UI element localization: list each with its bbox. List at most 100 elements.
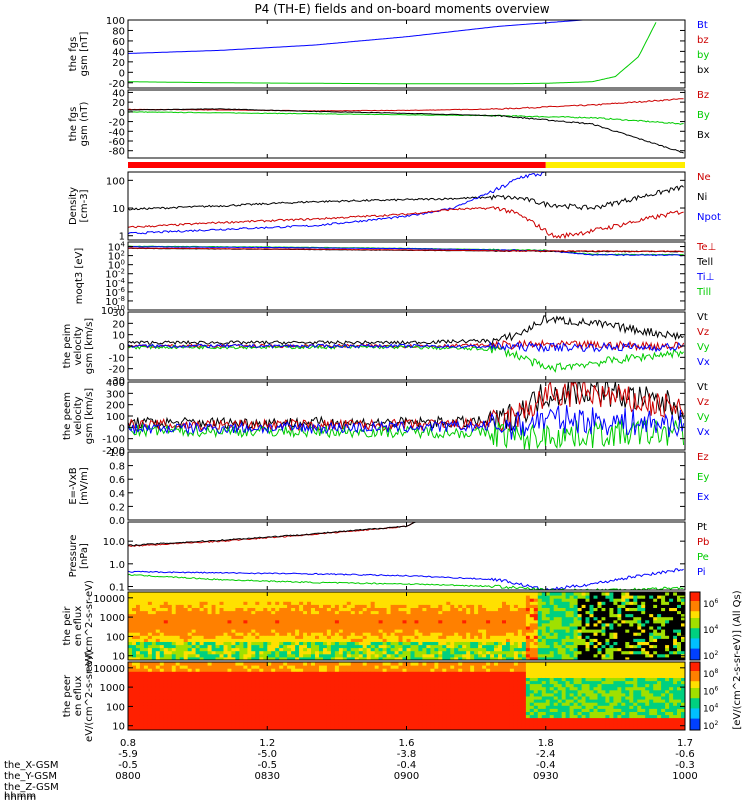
spectrogram-cell bbox=[478, 650, 483, 655]
spectrogram-cell bbox=[251, 680, 256, 685]
spectrogram-cell bbox=[426, 635, 431, 639]
spectrogram-cell bbox=[502, 650, 507, 655]
spectrogram-cell bbox=[219, 604, 224, 608]
spectrogram-cell bbox=[406, 638, 411, 642]
spectrogram-cell bbox=[346, 592, 352, 596]
spectrogram-cell bbox=[275, 692, 280, 697]
y-axis-label: the peem bbox=[62, 392, 73, 440]
spectrogram-cell bbox=[235, 598, 240, 602]
spectrogram-cell bbox=[677, 592, 682, 596]
spectrogram-cell bbox=[279, 692, 284, 697]
spectrogram-cell bbox=[613, 622, 618, 627]
spectrogram-cell bbox=[315, 653, 320, 658]
spectrogram-cell bbox=[629, 650, 634, 655]
spectrogram-cell bbox=[219, 671, 224, 675]
spectrogram-cell bbox=[601, 610, 606, 615]
spectrogram-cell bbox=[183, 665, 189, 669]
spectrogram-cell bbox=[251, 647, 256, 652]
spectrogram-cell bbox=[338, 677, 344, 682]
spectrogram-cell bbox=[653, 629, 658, 633]
spectrogram-cell bbox=[143, 610, 149, 615]
spectrogram-cell bbox=[334, 714, 340, 719]
spectrogram-cell bbox=[585, 622, 590, 627]
spectrogram-cell bbox=[629, 604, 634, 608]
spectrogram-cell bbox=[227, 671, 232, 675]
spectrogram-cell bbox=[211, 680, 217, 685]
spectrogram-cell bbox=[155, 632, 161, 636]
spectrogram-cell bbox=[561, 650, 567, 655]
spectrogram-cell bbox=[549, 626, 555, 630]
spectrogram-cell bbox=[498, 604, 503, 608]
spectrogram-cell bbox=[207, 641, 213, 646]
spectrogram-cell bbox=[370, 604, 376, 608]
spectrogram-cell bbox=[645, 641, 650, 646]
spectrogram-cell bbox=[470, 653, 475, 658]
spectrogram-cell bbox=[287, 689, 292, 694]
spectrogram-cell bbox=[398, 662, 403, 666]
spectrogram-cell bbox=[637, 616, 642, 621]
spectrogram-cell bbox=[219, 720, 224, 725]
spectrogram-cell bbox=[430, 656, 435, 661]
spectrogram-cell bbox=[649, 653, 654, 658]
spectrogram-cell bbox=[446, 635, 451, 639]
spectrogram-cell bbox=[621, 638, 626, 642]
spectrogram-cell bbox=[402, 702, 407, 706]
spectrogram-cell bbox=[203, 613, 209, 618]
spectrogram-cell bbox=[681, 619, 686, 624]
spectrogram-cell bbox=[498, 610, 503, 615]
spectrogram-cell bbox=[315, 629, 320, 633]
spectrogram-cell bbox=[438, 647, 443, 652]
spectrogram-cell bbox=[350, 601, 356, 605]
spectrogram-cell bbox=[470, 607, 475, 612]
spectrogram-cell bbox=[235, 671, 240, 675]
spectrogram-cell bbox=[307, 616, 312, 621]
spectrogram-cell bbox=[151, 720, 157, 725]
spectrogram-cell bbox=[139, 702, 145, 706]
spectrogram-cell bbox=[521, 650, 527, 655]
spectrogram-cell bbox=[565, 629, 571, 633]
spectrogram-cell bbox=[223, 692, 228, 697]
spectrogram-cell bbox=[342, 714, 348, 719]
spectrogram-cell bbox=[311, 610, 316, 615]
spectrogram-cell bbox=[211, 689, 217, 694]
spectrogram-cell bbox=[498, 616, 503, 621]
spectrogram-cell bbox=[362, 656, 368, 661]
spectrogram-cell bbox=[315, 626, 320, 630]
spectrogram-cell bbox=[669, 592, 674, 596]
spectrogram-cell bbox=[402, 699, 407, 703]
spectrogram-cell bbox=[446, 656, 451, 661]
spectrogram-cell bbox=[490, 604, 495, 608]
legend-item: bx bbox=[697, 65, 709, 76]
spectrogram-cell bbox=[207, 647, 213, 652]
spectrogram-cell bbox=[354, 604, 360, 608]
spectrogram-cell bbox=[171, 692, 177, 697]
spectrogram-cell bbox=[418, 656, 423, 661]
spectrogram-cell bbox=[362, 689, 368, 694]
spectrogram-cell bbox=[494, 595, 499, 599]
spectrogram-cell bbox=[342, 613, 348, 618]
spectrogram-cell bbox=[338, 604, 344, 608]
spectrogram-cell bbox=[597, 607, 602, 612]
spectrogram-cell bbox=[139, 635, 145, 639]
spectrogram-cell bbox=[394, 619, 400, 624]
spectrogram-cell bbox=[128, 592, 133, 596]
spectrogram-cell bbox=[362, 705, 368, 709]
spectrogram-cell bbox=[235, 662, 240, 666]
spectrogram-cell bbox=[338, 619, 344, 624]
spectrogram-cell bbox=[303, 680, 308, 685]
spectrogram-cell bbox=[299, 604, 304, 608]
spectrogram-cell bbox=[183, 680, 189, 685]
spectrogram-cell bbox=[199, 616, 205, 621]
spectrogram-cell bbox=[462, 598, 467, 602]
spectrogram-cell bbox=[287, 604, 292, 608]
spectrogram-cell bbox=[533, 604, 539, 608]
spectrogram-cell bbox=[283, 662, 288, 666]
spectrogram-cell bbox=[414, 607, 419, 612]
spectrogram-cell bbox=[215, 641, 220, 646]
spectrogram-cell bbox=[279, 653, 284, 658]
spectrogram-cell bbox=[215, 717, 220, 722]
spectrogram-cell bbox=[136, 656, 141, 661]
spectrogram-cell bbox=[553, 635, 559, 639]
spectrogram-cell bbox=[251, 668, 256, 672]
spectrogram-cell bbox=[466, 607, 471, 612]
